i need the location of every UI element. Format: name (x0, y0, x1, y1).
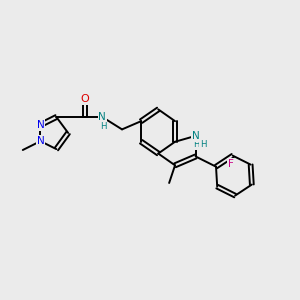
Text: N: N (37, 136, 44, 146)
Text: F: F (228, 160, 234, 170)
Text: H: H (100, 122, 106, 131)
Text: N: N (192, 131, 200, 141)
Text: N: N (37, 120, 44, 130)
Text: N: N (192, 131, 199, 141)
Text: O: O (80, 94, 89, 104)
Text: N: N (98, 112, 106, 122)
Text: O: O (80, 94, 89, 104)
Text: F: F (227, 159, 233, 169)
Text: H: H (200, 140, 206, 149)
Text: N: N (37, 120, 44, 130)
Text: H: H (100, 122, 106, 130)
Text: H: H (193, 140, 200, 149)
Text: N: N (99, 112, 106, 122)
Text: N: N (37, 136, 44, 146)
